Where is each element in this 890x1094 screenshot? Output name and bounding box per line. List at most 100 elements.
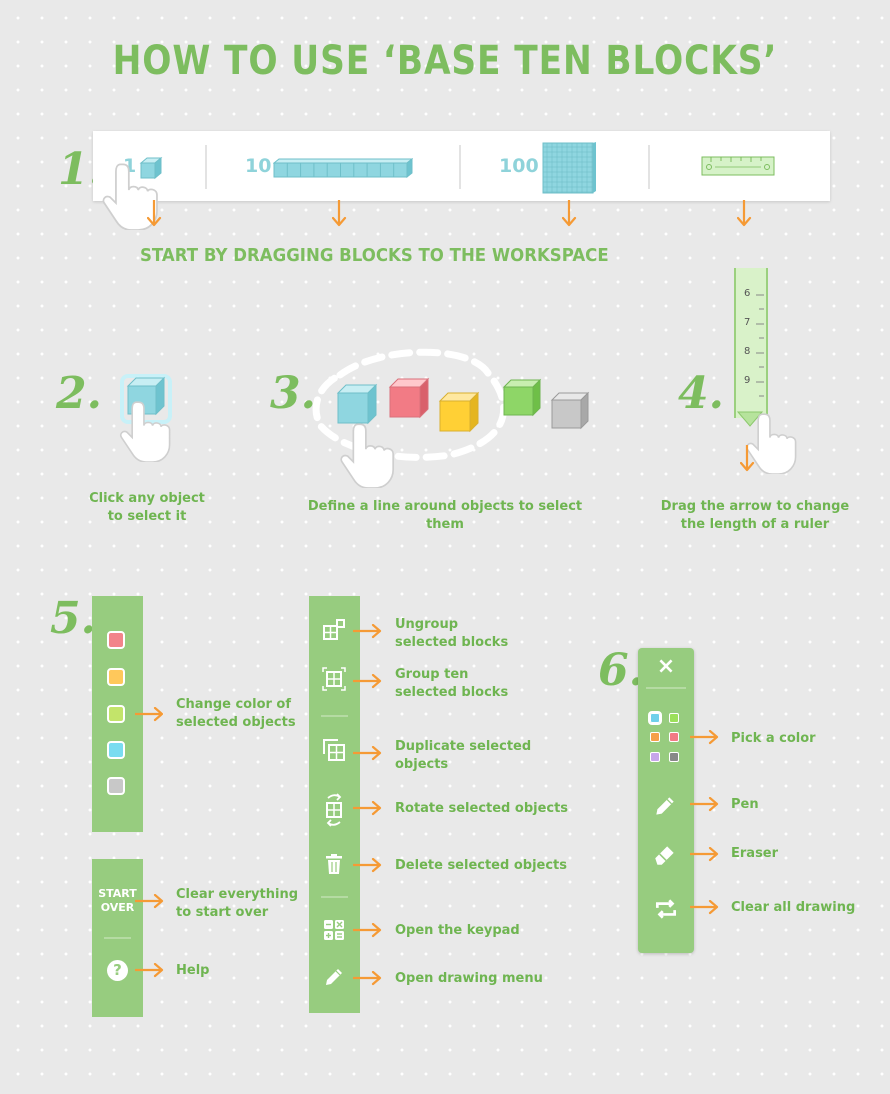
clear-drawing-icon[interactable] — [653, 896, 679, 922]
ruler-icon[interactable] — [701, 156, 775, 178]
right-arrow-icon — [690, 900, 719, 915]
green-cube-icon — [502, 378, 542, 417]
right-arrow-icon — [690, 797, 719, 812]
color-swatch-yellow[interactable] — [107, 668, 125, 686]
drawing-panel: × — [638, 648, 694, 953]
right-arrow-icon — [353, 971, 382, 986]
right-arrow-icon — [353, 923, 382, 938]
start-over-button[interactable]: START OVER — [92, 887, 143, 915]
right-arrow-icon — [353, 624, 382, 639]
page-title: HOW TO USE ‘BASE TEN BLOCKS’ — [112, 38, 778, 84]
caption-line: the length of a ruler — [680, 517, 830, 532]
duplicate-icon[interactable] — [322, 738, 346, 762]
color-panel — [92, 596, 143, 832]
step1-caption: START BY DRAGGING BLOCKS TO THE WORKSPAC… — [140, 245, 609, 266]
label-line: Delete selected objects — [395, 858, 568, 873]
tool-label: Open the keypad — [395, 922, 520, 940]
pencil-icon[interactable] — [322, 965, 346, 989]
tool-label: Rotate selected objects — [395, 800, 568, 818]
vertical-ruler[interactable]: 6 7 8 9 — [734, 268, 768, 418]
divider — [321, 896, 348, 898]
label-line: Clear everything — [176, 887, 299, 902]
gray-cube-icon — [550, 391, 590, 430]
ruler-tick: 9 — [744, 375, 751, 386]
color-swatch-red[interactable] — [107, 631, 125, 649]
label-line: Open the keypad — [395, 923, 520, 938]
start-panel: START OVER ? — [92, 859, 143, 1017]
ruler-tick: 6 — [744, 288, 751, 299]
ruler-drag-arrow-icon[interactable] — [736, 410, 764, 428]
down-arrow-icon — [562, 200, 577, 227]
down-arrow-icon — [332, 200, 347, 227]
label-line: Open drawing menu — [395, 971, 543, 986]
divider — [321, 715, 348, 717]
tool-label: Duplicate selected objects — [395, 738, 531, 774]
label-line: Group ten — [395, 667, 469, 682]
group-ten-icon[interactable] — [322, 667, 346, 691]
help-icon[interactable]: ? — [107, 960, 128, 981]
label-line: Duplicate selected — [395, 739, 532, 754]
ruler-tick: 8 — [744, 346, 751, 357]
step2-caption: Click any object to select it — [72, 490, 222, 526]
trash-icon[interactable] — [322, 852, 346, 876]
label-line: selected blocks — [395, 635, 509, 650]
red-cube-icon — [388, 377, 430, 419]
blue-cube-icon — [336, 383, 378, 425]
right-arrow-icon — [690, 847, 719, 862]
pen-icon[interactable] — [652, 793, 678, 819]
lasso-selection — [312, 348, 590, 461]
toolbar-divider — [648, 145, 650, 189]
color-swatch-gray[interactable] — [107, 777, 125, 795]
caption-line: Drag the arrow to change — [660, 499, 850, 514]
step-number-3: 3. — [270, 368, 316, 419]
color-swatch-green[interactable] — [107, 705, 125, 723]
label-line: selected objects — [176, 715, 296, 730]
toolbar-divider — [459, 145, 461, 189]
color-panel-label: Change color of selected objects — [176, 696, 296, 732]
hundred-flat-icon[interactable] — [542, 142, 597, 194]
tools-panel — [309, 596, 360, 1013]
label-line: to start over — [176, 905, 269, 920]
toolbar-divider — [205, 145, 207, 189]
step-number-5: 5. — [50, 593, 96, 644]
down-arrow-icon — [740, 445, 755, 472]
color-swatch-blue[interactable] — [107, 741, 125, 759]
color-dot-purple[interactable] — [650, 752, 660, 762]
right-arrow-icon — [353, 858, 382, 873]
color-dot-gray[interactable] — [669, 752, 679, 762]
rotate-icon[interactable] — [322, 792, 346, 828]
step4-caption: Drag the arrow to change the length of a… — [655, 498, 855, 534]
right-arrow-icon — [135, 963, 164, 978]
keypad-icon[interactable] — [322, 918, 346, 942]
divider — [646, 687, 686, 689]
eraser-label: Eraser — [731, 846, 779, 861]
right-arrow-icon — [135, 894, 164, 909]
color-dot-red[interactable] — [669, 732, 679, 742]
tool-label: Open drawing menu — [395, 970, 543, 988]
label-line: Rotate selected objects — [395, 801, 569, 816]
eraser-icon[interactable] — [652, 842, 678, 868]
label-line: Ungroup — [395, 617, 459, 632]
step-number-2: 2. — [56, 368, 102, 419]
color-dot-blue[interactable] — [648, 711, 662, 725]
label-line: objects — [395, 757, 449, 772]
color-dot-orange[interactable] — [650, 732, 660, 742]
step-number-6: 6. — [598, 645, 644, 696]
ungroup-icon[interactable] — [322, 618, 346, 642]
unit-cube-icon[interactable] — [138, 155, 164, 181]
tool-label: Group ten selected blocks — [395, 666, 508, 702]
help-label: Help — [176, 963, 210, 978]
step3-caption: Define a line around objects to select t… — [307, 499, 583, 532]
divider — [104, 937, 131, 939]
start-over-label: Clear everything to start over — [176, 886, 298, 922]
ten-label: 10 — [245, 155, 272, 177]
ten-rod-icon[interactable] — [273, 157, 413, 179]
close-icon[interactable]: × — [656, 654, 676, 679]
label-line: selected blocks — [395, 685, 509, 700]
color-dot-green[interactable] — [669, 713, 679, 723]
yellow-cube-icon — [438, 391, 480, 433]
ruler-tick: 7 — [744, 317, 751, 328]
right-arrow-icon — [135, 707, 164, 722]
start-over-line: START — [98, 887, 137, 900]
hand-cursor-icon — [120, 401, 171, 462]
